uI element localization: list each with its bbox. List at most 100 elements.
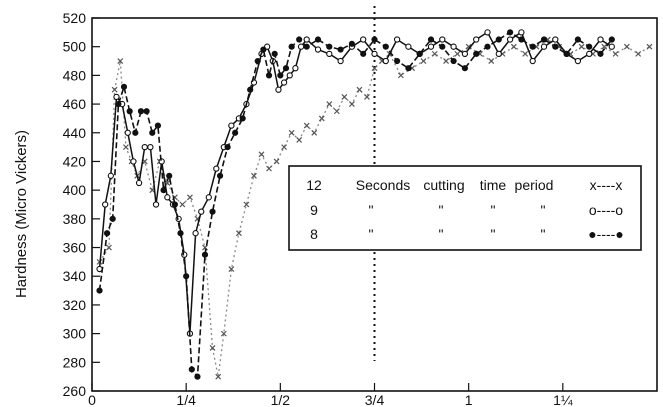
series-line <box>98 31 613 335</box>
filled-circle-marker <box>484 43 491 50</box>
open-circle-marker <box>141 143 148 151</box>
filled-circle-marker <box>160 187 167 194</box>
filled-circle-marker <box>132 129 139 136</box>
open-circle-marker <box>427 43 435 50</box>
filled-circle-marker <box>265 72 273 79</box>
open-circle-marker <box>382 57 389 65</box>
x-marker <box>326 101 333 108</box>
open-circle-marker <box>130 158 137 165</box>
x-marker <box>510 43 517 50</box>
open-circle-marker <box>286 72 293 79</box>
x-marker <box>117 58 124 64</box>
open-circle-marker <box>124 129 131 136</box>
filled-circle-marker <box>303 43 310 50</box>
y-tick-label: 280 <box>63 354 87 370</box>
filled-circle-marker <box>115 100 122 108</box>
filled-circle-marker <box>540 36 548 43</box>
open-circle-marker <box>275 86 282 93</box>
filled-circle-marker <box>216 172 224 179</box>
legend-header-word: time <box>480 177 507 193</box>
axis-ticks: 260 280 300 320 340 360 380 400 420 440 460 480 500 5… <box>63 10 573 407</box>
filled-circle-marker <box>247 86 254 93</box>
series-8-seconds <box>96 29 615 380</box>
filled-circle-marker <box>166 172 173 179</box>
filled-circle-marker <box>586 43 593 50</box>
x-tick-label: 1/4 <box>176 392 196 407</box>
filled-circle-marker <box>288 43 295 50</box>
filled-circle-marker <box>232 129 239 136</box>
x-tick-label: 0 <box>88 392 96 407</box>
x-marker <box>646 43 653 50</box>
y-tick-label: 520 <box>63 10 87 26</box>
filled-circle-marker <box>109 215 116 222</box>
open-circle-marker <box>405 43 412 50</box>
x-marker <box>122 144 129 151</box>
filled-circle-marker <box>360 50 367 57</box>
legend-ditto: " <box>369 202 374 218</box>
open-circle-marker <box>574 57 582 65</box>
x-marker <box>215 373 222 380</box>
open-circle-marker <box>337 57 344 65</box>
legend: 12 Seconds cutting time period x----x 9 " " " " o--… <box>288 165 642 251</box>
legend-sample: o----o <box>589 202 623 218</box>
filled-circle-marker <box>450 57 457 65</box>
x-marker <box>318 115 325 122</box>
open-circle-marker <box>192 230 199 237</box>
filled-circle-marker <box>608 36 615 43</box>
filled-circle-marker <box>473 50 480 57</box>
filled-circle-marker <box>171 201 178 208</box>
x-marker <box>371 65 378 72</box>
legend-header-word: cutting <box>423 177 464 193</box>
filled-circle-marker <box>254 57 261 65</box>
x-tick-label: 1/2 <box>271 392 291 407</box>
y-tick-label: 380 <box>63 211 87 227</box>
legend-ditto: " <box>369 226 374 242</box>
x-marker <box>243 201 250 208</box>
x-marker <box>303 122 310 129</box>
x-marker <box>356 86 363 93</box>
open-circle-marker <box>297 43 305 50</box>
filled-circle-marker <box>96 287 103 294</box>
filled-circle-marker <box>348 40 355 47</box>
legend-ditto: " <box>541 226 546 242</box>
filled-circle-marker <box>201 251 209 258</box>
x-marker <box>266 165 272 172</box>
filled-circle-marker <box>137 108 145 115</box>
series-9-seconds <box>96 29 615 337</box>
open-circle-marker <box>495 50 502 58</box>
x-marker <box>431 50 438 57</box>
open-circle-marker <box>473 36 480 43</box>
filled-circle-marker <box>296 36 303 43</box>
x-marker <box>220 330 227 337</box>
x-marker <box>635 50 642 57</box>
open-circle-marker <box>164 194 171 201</box>
x-marker <box>443 58 449 64</box>
filled-circle-marker <box>552 43 559 50</box>
filled-circle-marker <box>143 108 150 115</box>
series-layer <box>96 29 653 380</box>
x-tick-label: 1¼ <box>553 392 573 407</box>
filled-circle-marker <box>405 65 412 72</box>
filled-circle-marker <box>314 36 322 43</box>
legend-ditto: " <box>541 202 546 218</box>
x-marker <box>522 50 529 57</box>
x-marker <box>111 86 118 93</box>
open-circle-marker <box>484 29 491 36</box>
open-circle-marker <box>360 36 367 43</box>
x-marker <box>106 244 112 251</box>
filled-circle-marker <box>103 230 111 237</box>
filled-circle-marker <box>120 83 128 90</box>
y-tick-label: 300 <box>63 326 87 342</box>
filled-circle-marker <box>209 208 216 215</box>
x-marker <box>187 194 193 201</box>
legend-ditto: " <box>491 226 496 242</box>
x-marker <box>364 93 370 100</box>
filled-circle-marker <box>394 57 401 65</box>
legend-box <box>288 165 642 251</box>
x-marker <box>348 101 355 108</box>
filled-circle-marker <box>194 373 201 380</box>
filled-circle-marker <box>224 144 231 151</box>
legend-sample: ●----● <box>588 226 624 242</box>
open-circle-marker <box>152 201 160 208</box>
